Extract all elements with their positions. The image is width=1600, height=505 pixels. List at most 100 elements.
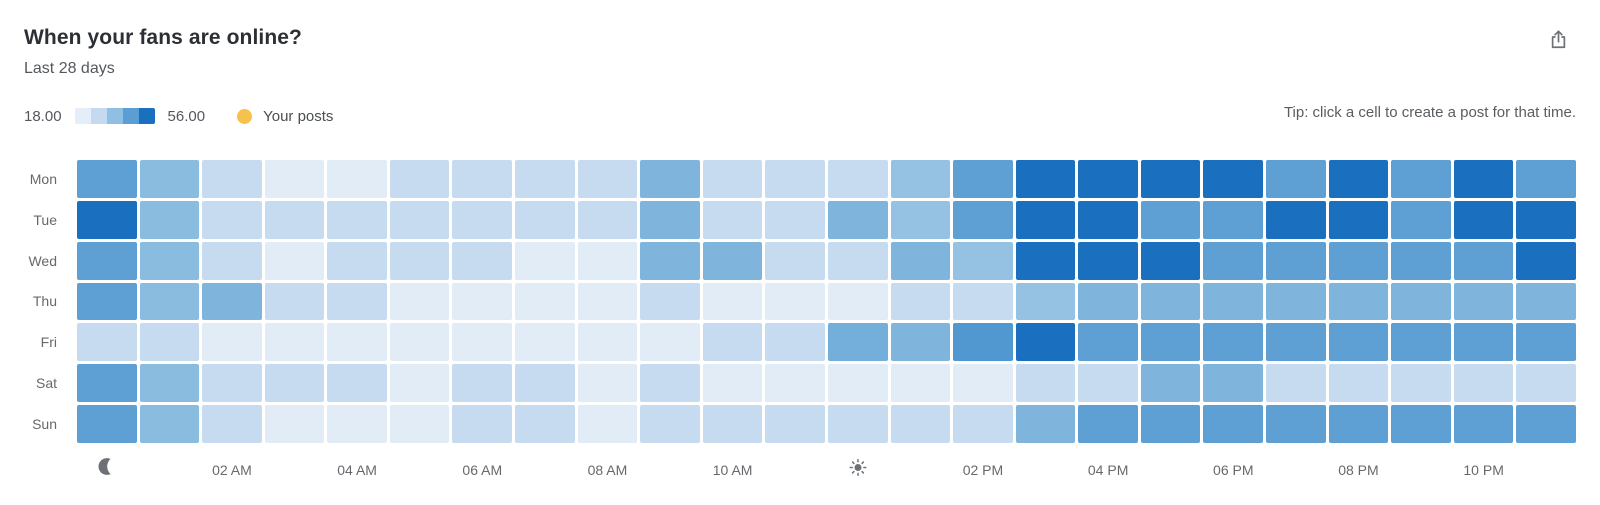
heatmap-cell[interactable]: [515, 241, 575, 280]
heatmap-cell[interactable]: [1078, 241, 1138, 280]
export-button[interactable]: [1546, 29, 1570, 53]
heatmap-cell[interactable]: [577, 200, 638, 239]
heatmap-cell[interactable]: [264, 200, 325, 239]
heatmap-cell[interactable]: [577, 364, 638, 403]
heatmap-cell[interactable]: [1453, 405, 1514, 443]
heatmap-cell[interactable]: [452, 405, 513, 443]
heatmap-cell[interactable]: [389, 282, 450, 321]
heatmap-cell[interactable]: [264, 364, 325, 403]
heatmap-cell[interactable]: [1516, 241, 1576, 280]
heatmap-cell[interactable]: [577, 282, 638, 321]
heatmap-cell[interactable]: [139, 323, 200, 362]
heatmap-cell[interactable]: [953, 405, 1013, 443]
heatmap-cell[interactable]: [327, 200, 387, 239]
heatmap-cell[interactable]: [702, 282, 763, 321]
heatmap-cell[interactable]: [1140, 405, 1201, 443]
heatmap-cell[interactable]: [890, 200, 951, 239]
heatmap-cell[interactable]: [202, 364, 262, 403]
heatmap-cell[interactable]: [139, 282, 200, 321]
heatmap-cell[interactable]: [327, 405, 387, 443]
heatmap-cell[interactable]: [577, 323, 638, 362]
heatmap-cell[interactable]: [1266, 405, 1326, 443]
heatmap-cell[interactable]: [77, 323, 137, 362]
heatmap-cell[interactable]: [953, 160, 1013, 198]
heatmap-cell[interactable]: [1391, 405, 1451, 443]
heatmap-cell[interactable]: [765, 323, 825, 362]
heatmap-cell[interactable]: [264, 241, 325, 280]
heatmap-cell[interactable]: [77, 241, 137, 280]
heatmap-cell[interactable]: [264, 323, 325, 362]
heatmap-cell[interactable]: [890, 405, 951, 443]
heatmap-cell[interactable]: [1453, 160, 1514, 198]
heatmap-cell[interactable]: [264, 405, 325, 443]
heatmap-cell[interactable]: [702, 200, 763, 239]
heatmap-cell[interactable]: [1140, 282, 1201, 321]
heatmap-cell[interactable]: [452, 282, 513, 321]
heatmap-cell[interactable]: [1015, 241, 1076, 280]
heatmap-cell[interactable]: [890, 160, 951, 198]
heatmap-cell[interactable]: [765, 160, 825, 198]
heatmap-cell[interactable]: [1078, 200, 1138, 239]
heatmap-cell[interactable]: [77, 160, 137, 198]
heatmap-cell[interactable]: [327, 160, 387, 198]
heatmap-cell[interactable]: [1453, 282, 1514, 321]
heatmap-cell[interactable]: [1328, 160, 1389, 198]
heatmap-cell[interactable]: [702, 364, 763, 403]
heatmap-cell[interactable]: [1328, 282, 1389, 321]
heatmap-cell[interactable]: [577, 405, 638, 443]
heatmap-cell[interactable]: [1078, 160, 1138, 198]
heatmap-cell[interactable]: [765, 364, 825, 403]
heatmap-cell[interactable]: [702, 323, 763, 362]
heatmap-cell[interactable]: [640, 241, 700, 280]
heatmap-cell[interactable]: [827, 160, 888, 198]
heatmap-cell[interactable]: [1078, 405, 1138, 443]
heatmap-cell[interactable]: [1266, 160, 1326, 198]
heatmap-cell[interactable]: [1328, 241, 1389, 280]
heatmap-cell[interactable]: [577, 241, 638, 280]
heatmap-cell[interactable]: [1266, 200, 1326, 239]
heatmap-cell[interactable]: [1516, 282, 1576, 321]
heatmap-cell[interactable]: [1453, 323, 1514, 362]
heatmap-cell[interactable]: [640, 405, 700, 443]
heatmap-cell[interactable]: [1015, 405, 1076, 443]
heatmap-cell[interactable]: [765, 200, 825, 239]
heatmap-cell[interactable]: [765, 241, 825, 280]
heatmap-cell[interactable]: [1140, 200, 1201, 239]
heatmap-cell[interactable]: [327, 282, 387, 321]
heatmap-cell[interactable]: [1140, 323, 1201, 362]
heatmap-cell[interactable]: [139, 200, 200, 239]
heatmap-cell[interactable]: [389, 160, 450, 198]
heatmap-cell[interactable]: [827, 323, 888, 362]
heatmap-cell[interactable]: [515, 405, 575, 443]
heatmap-cell[interactable]: [264, 160, 325, 198]
heatmap-cell[interactable]: [953, 282, 1013, 321]
heatmap-cell[interactable]: [1516, 200, 1576, 239]
heatmap-cell[interactable]: [640, 282, 700, 321]
heatmap-cell[interactable]: [389, 323, 450, 362]
heatmap-cell[interactable]: [327, 241, 387, 280]
heatmap-cell[interactable]: [327, 323, 387, 362]
heatmap-cell[interactable]: [1203, 241, 1264, 280]
heatmap-cell[interactable]: [702, 160, 763, 198]
heatmap-cell[interactable]: [1140, 241, 1201, 280]
heatmap-cell[interactable]: [640, 200, 700, 239]
heatmap-cell[interactable]: [1391, 364, 1451, 403]
heatmap-cell[interactable]: [827, 241, 888, 280]
heatmap-cell[interactable]: [515, 364, 575, 403]
heatmap-cell[interactable]: [77, 282, 137, 321]
heatmap-cell[interactable]: [139, 160, 200, 198]
heatmap-cell[interactable]: [1015, 200, 1076, 239]
heatmap-cell[interactable]: [264, 282, 325, 321]
heatmap-cell[interactable]: [515, 323, 575, 362]
heatmap-cell[interactable]: [890, 282, 951, 321]
heatmap-cell[interactable]: [827, 405, 888, 443]
heatmap-cell[interactable]: [139, 241, 200, 280]
heatmap-cell[interactable]: [827, 364, 888, 403]
heatmap-cell[interactable]: [202, 160, 262, 198]
heatmap-cell[interactable]: [640, 160, 700, 198]
heatmap-cell[interactable]: [702, 241, 763, 280]
heatmap-cell[interactable]: [1203, 160, 1264, 198]
heatmap-cell[interactable]: [1516, 160, 1576, 198]
heatmap-cell[interactable]: [1266, 323, 1326, 362]
heatmap-cell[interactable]: [1453, 364, 1514, 403]
